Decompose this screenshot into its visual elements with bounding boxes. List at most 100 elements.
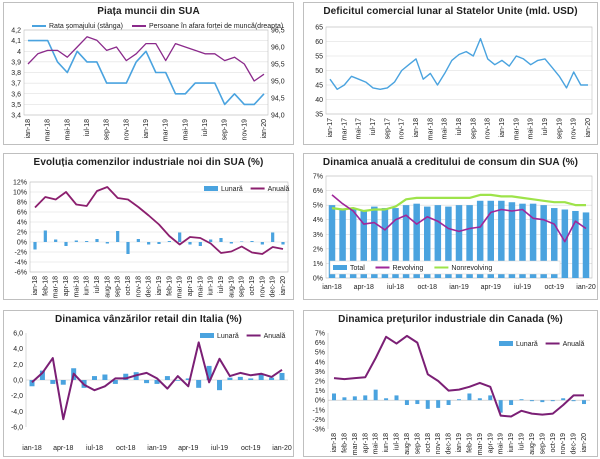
y-tick-label: 3,4 [11,113,21,120]
monthly-bar [112,380,118,384]
y-tick-label: 4,2 [11,28,21,35]
monthly-bar [206,365,212,380]
y-tick-label: 4% [313,217,323,224]
legend-label: Lunară [221,186,243,193]
monthly-bar [425,400,430,409]
annual-line [34,186,284,255]
y-tick-label: 40 [315,97,323,104]
legend-label: Revolving [393,265,424,272]
y-tick-label: 45 [315,83,323,90]
monthly-bar [281,242,285,245]
monthly-bar [164,376,170,380]
legend-swatch [333,265,347,270]
panel-italy-retail-sales: Dinamica vânzărilor retail din Italia (%… [3,310,294,457]
x-tick-label: aug-19 [529,433,536,455]
y-tick-label: 95,5 [271,62,285,69]
x-tick-label: iul-19 [211,445,228,452]
panel-us-consumer-credit: Dinamica anuală a creditului de consum d… [303,153,598,300]
y-tick-label: -4% [15,260,27,267]
y-tick-label: 5% [313,203,323,210]
x-tick-label: mar-18 [45,119,52,141]
x-tick-label: mai-19 [528,118,535,140]
x-tick-label: feb-18 [341,433,348,453]
x-tick-label: mar-18 [427,118,434,140]
monthly-bar [271,232,275,242]
total-bar [540,205,547,278]
monthly-bar [342,397,347,401]
y-tick-label: 3,8 [11,70,21,77]
monthly-bar [198,242,202,246]
y-tick-label: 10% [13,190,27,197]
total-bar [434,205,442,278]
x-tick-label: ian-18 [32,276,39,296]
y-tick-label: 3% [313,232,323,239]
x-tick-label: apr-19 [187,276,194,296]
x-tick-label: dec-18 [146,276,153,298]
x-tick-label: nov-19 [571,118,578,140]
x-tick-label: ian-19 [147,445,167,452]
x-tick-label: sep-18 [470,118,477,140]
nonrevolving-line [331,193,586,213]
x-tick-label: ian-18 [331,433,338,453]
y-tick-label: 6% [313,188,323,195]
monthly-bar [467,393,472,401]
y-tick-label: 6,0 [13,331,23,338]
monthly-bar [404,400,409,405]
x-tick-label: iul-18 [84,119,91,136]
chart-title: Dinamica anuală a creditului de consum d… [322,157,579,168]
y-tick-label: 2% [315,379,325,386]
total-bar [445,206,452,278]
monthly-bar [373,389,378,401]
x-tick-label: sep-19 [539,433,546,455]
x-tick-label: sep-18 [104,119,111,141]
x-tick-label: sep-18 [414,433,421,455]
chart-canada-industrial-prices: 7% 6% 5% 4% 3% 2% 1% 0% -1% -2% -3% ian-18 feb-18 mar… [313,331,590,455]
x-tick-label: ian-20 [261,119,268,139]
total-bar [476,200,484,278]
chart-us-trade-deficit: 65 60 55 50 45 40 35 ian-17 mar-17 mai-17 iul-17 se… [315,25,593,140]
monthly-bar [248,378,254,380]
y-tick-label: 3,9 [11,59,21,66]
monthly-bar [457,399,461,401]
monthly-bar [147,242,151,245]
legend-label: Anuală [563,341,585,348]
x-tick-label: mar-19 [163,119,170,141]
x-tick-label: apr-18 [63,276,70,296]
total-bar [498,200,505,278]
monthly-bar [136,239,140,242]
monthly-bar [229,242,233,244]
monthly-bar [446,400,451,405]
x-tick-label: aug-19 [228,276,235,298]
total-bar [508,202,516,278]
y-tick-label: -2,0 [11,393,23,400]
monthly-bar [227,377,233,380]
plot-area [23,29,269,116]
monthly-bar [123,373,129,380]
y-tick-label: 2% [313,246,323,253]
y-tick-label: 12% [13,180,27,187]
x-tick-label: iun-18 [383,433,390,453]
y-tick-label: -2% [15,250,27,257]
total-bar [402,205,410,278]
y-tick-label: 0,0 [13,378,23,385]
x-tick-label: ian-18 [413,118,420,138]
x-tick-label: oct-19 [241,445,261,452]
total-bar [561,209,569,278]
y-tick-label: -2% [313,417,325,424]
y-tick-label: 0% [315,398,325,405]
revolving-line [331,194,587,243]
y-tick-label: 94,5 [271,96,285,103]
total-bar [392,208,399,278]
monthly-bar [260,242,264,245]
monthly-bar [188,242,192,245]
x-tick-label: iul-18 [94,276,101,293]
monthly-bar [175,380,181,381]
total-bar [519,203,526,278]
chart-us-industrial-orders: 12% 10% 8% 6% 4% 2% 0% -2% -4% -6% ian-18 feb-18 mar… [13,180,290,299]
y-tick-label: 7% [315,331,325,338]
x-tick-label: oct-18 [425,433,432,453]
x-tick-label: apr-19 [481,284,501,291]
monthly-bar [116,231,120,242]
y-tick-label: 2,0 [13,362,23,369]
x-tick-label: dec-18 [446,433,453,455]
